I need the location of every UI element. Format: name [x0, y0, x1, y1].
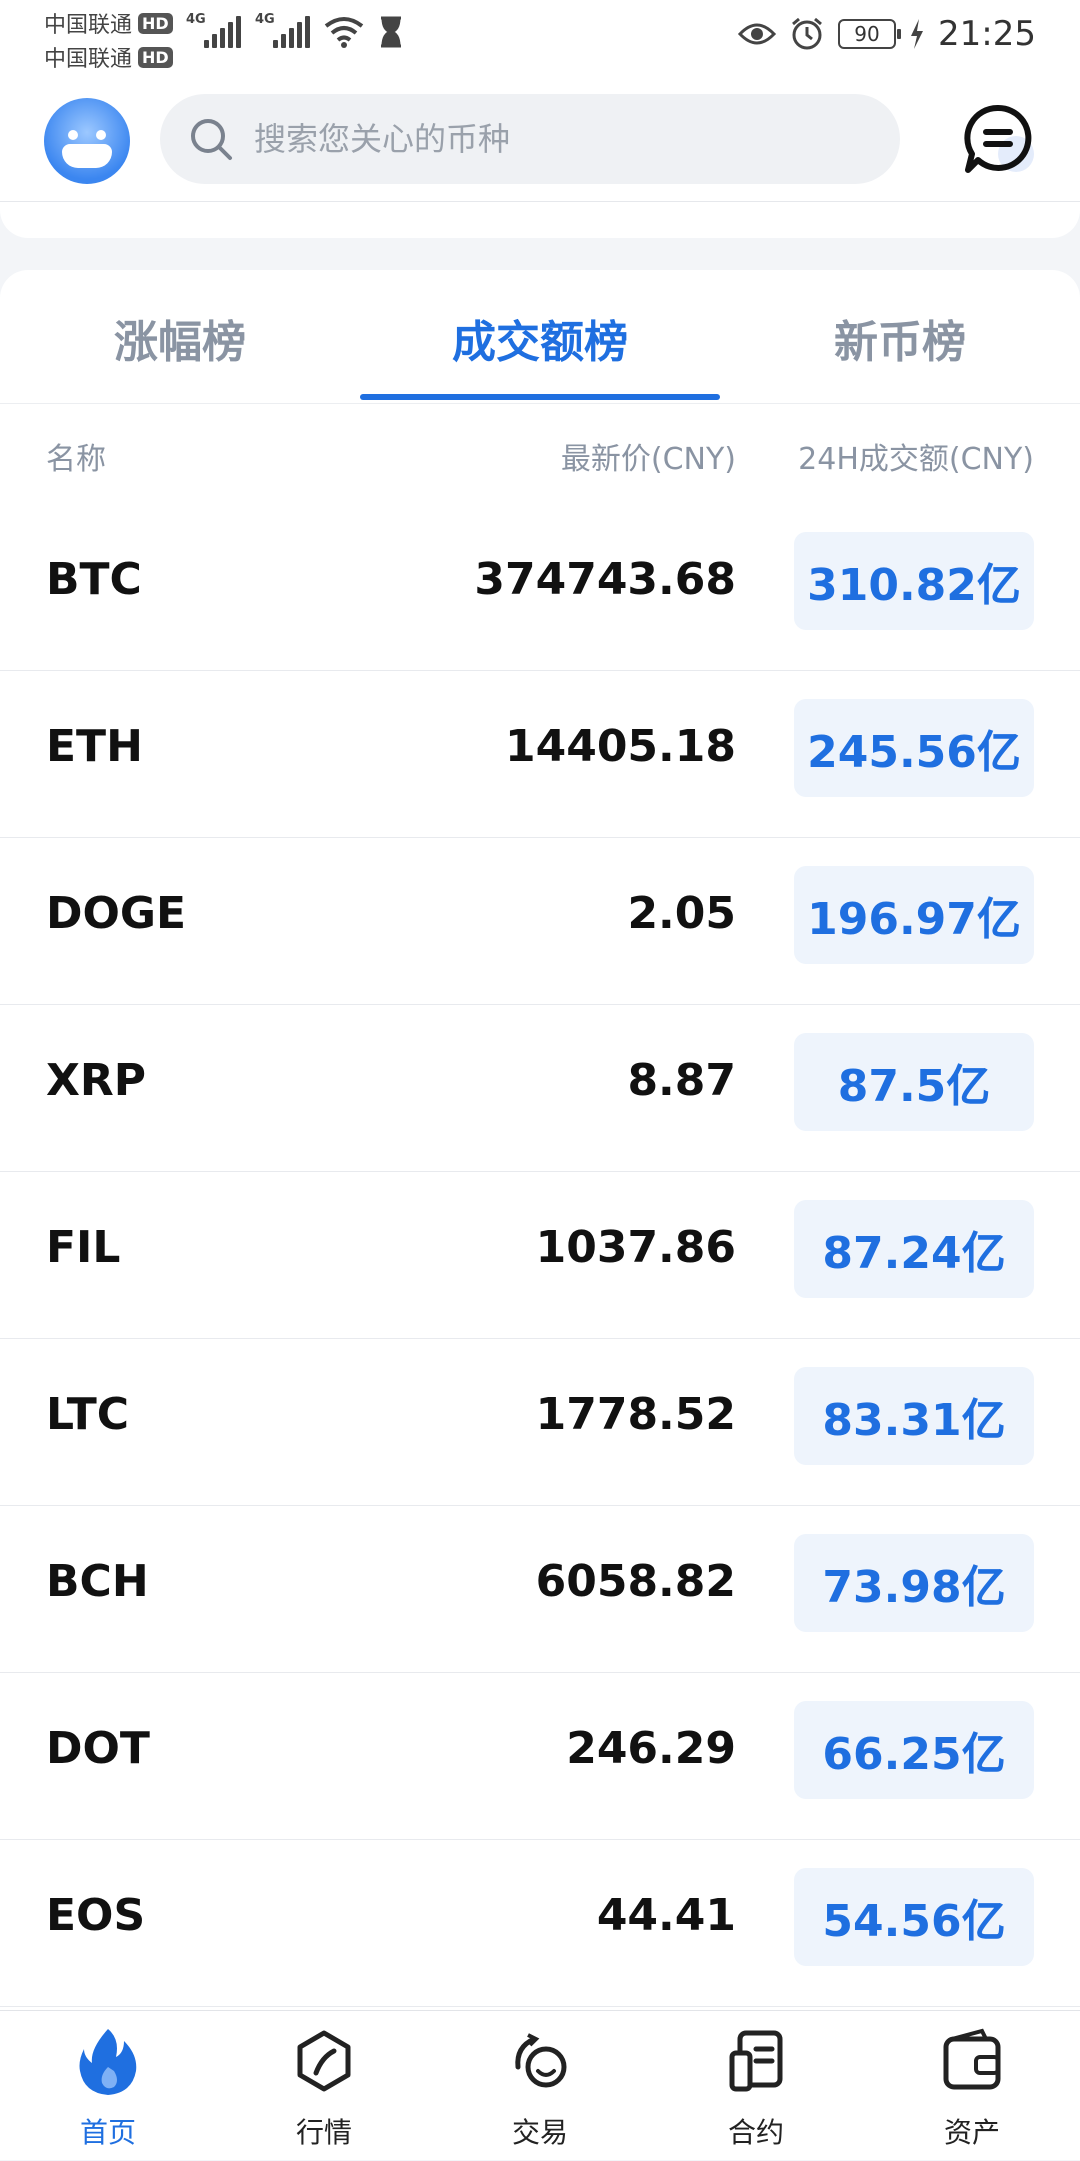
contract-icon: [729, 2030, 783, 2092]
nav-label: 资产: [943, 2116, 1000, 2149]
coin-symbol: DOT: [46, 1723, 150, 1774]
coin-price: 1037.86: [535, 1222, 736, 1273]
coin-volume: 87.24亿: [794, 1200, 1034, 1298]
coin-volume: 54.56亿: [794, 1868, 1034, 1966]
hd-badge: HD: [138, 12, 173, 34]
column-volume: 24H成交额(CNY): [798, 442, 1034, 477]
flame-icon: [79, 2029, 137, 2095]
chat-icon: [964, 104, 1034, 173]
search-input[interactable]: [252, 119, 852, 159]
hd-badge: HD: [138, 46, 173, 68]
coin-price: 2.05: [627, 888, 736, 939]
hourglass-icon: [381, 16, 401, 48]
coin-price: 14405.18: [504, 721, 736, 772]
coin-price: 1778.52: [535, 1389, 736, 1440]
search-icon: [191, 119, 232, 160]
active-tab-indicator: [360, 394, 720, 400]
coin-list: BTC 374743.68 310.82亿 ETH 14405.18 245.5…: [0, 504, 1080, 2007]
wifi-icon: [324, 17, 364, 48]
column-price: 最新价(CNY): [560, 442, 736, 477]
coin-symbol: BTC: [46, 554, 142, 605]
coin-price: 246.29: [566, 1723, 736, 1774]
table-row[interactable]: ETH 14405.18 245.56亿: [0, 671, 1080, 838]
signal-icon: 4G: [186, 12, 241, 48]
header: [0, 76, 1080, 202]
table-row[interactable]: EOS 44.41 54.56亿: [0, 1840, 1080, 2007]
column-name: 名称: [46, 442, 106, 477]
coin-symbol: FIL: [46, 1222, 121, 1273]
charging-icon: [911, 19, 924, 49]
wallet-icon: [943, 2028, 1001, 2090]
coin-volume: 66.25亿: [794, 1701, 1034, 1799]
carrier-info: 中国联通 HD 中国联通 HD: [44, 6, 173, 74]
nav-assets[interactable]: 资产: [864, 2011, 1080, 2161]
nav-label: 交易: [511, 2116, 568, 2149]
table-row[interactable]: BTC 374743.68 310.82亿: [0, 504, 1080, 671]
carrier-name: 中国联通: [44, 13, 133, 38]
nav-label: 合约: [727, 2116, 784, 2149]
tab-volume[interactable]: 成交额榜: [452, 317, 628, 368]
message-button[interactable]: [960, 100, 1040, 180]
market-icon: [297, 2030, 351, 2092]
alarm-icon: [792, 17, 822, 50]
coin-symbol: ETH: [46, 721, 143, 772]
coin-price: 44.41: [596, 1890, 736, 1941]
status-bar: 中国联通 HD 中国联通 HD 4G 4G: [0, 0, 1080, 76]
network-icons: 4G 4G: [186, 12, 404, 48]
coin-price: 8.87: [627, 1055, 736, 1106]
search-bar[interactable]: [160, 94, 900, 184]
coin-symbol: XRP: [46, 1055, 147, 1106]
battery-icon: 90: [838, 19, 902, 49]
ranking-card: 涨幅榜 成交额榜 新币榜 名称 最新价(CNY) 24H成交额(CNY) BTC…: [0, 270, 1080, 2010]
coin-symbol: BCH: [46, 1556, 149, 1607]
tab-new-coins[interactable]: 新币榜: [834, 317, 966, 368]
coin-volume: 83.31亿: [794, 1367, 1034, 1465]
clock: 21:25: [938, 14, 1036, 54]
nav-market[interactable]: 行情: [216, 2011, 432, 2161]
nav-label: 首页: [79, 2116, 136, 2149]
table-row[interactable]: BCH 6058.82 73.98亿: [0, 1506, 1080, 1673]
coin-symbol: LTC: [46, 1389, 130, 1440]
coin-symbol: DOGE: [46, 888, 187, 939]
bottom-nav: 首页 行情 交易 合约 资产: [0, 2010, 1080, 2160]
eye-icon: [738, 23, 777, 45]
avatar[interactable]: [44, 98, 130, 184]
ranking-tabs: 涨幅榜 成交额榜 新币榜: [0, 270, 1080, 404]
nav-label: 行情: [295, 2116, 352, 2149]
coin-volume: 310.82亿: [794, 532, 1034, 630]
carrier-name: 中国联通: [44, 47, 133, 72]
table-row[interactable]: XRP 8.87 87.5亿: [0, 1005, 1080, 1172]
table-row[interactable]: FIL 1037.86 87.24亿: [0, 1172, 1080, 1339]
nav-trade[interactable]: 交易: [432, 2011, 648, 2161]
table-row[interactable]: LTC 1778.52 83.31亿: [0, 1339, 1080, 1506]
table-header: 名称 最新价(CNY) 24H成交额(CNY): [0, 404, 1080, 504]
coin-price: 374743.68: [474, 554, 736, 605]
table-row[interactable]: DOGE 2.05 196.97亿: [0, 838, 1080, 1005]
status-right: 90 21:25: [738, 14, 1036, 54]
coin-volume: 87.5亿: [794, 1033, 1034, 1131]
coin-volume: 196.97亿: [794, 866, 1034, 964]
tab-gainers[interactable]: 涨幅榜: [114, 317, 246, 368]
signal-icon: 4G: [255, 12, 310, 48]
coin-volume: 73.98亿: [794, 1534, 1034, 1632]
banner-strip: [0, 202, 1080, 238]
nav-home[interactable]: 首页: [0, 2011, 216, 2161]
table-row[interactable]: DOT 246.29 66.25亿: [0, 1673, 1080, 1840]
nav-contract[interactable]: 合约: [648, 2011, 864, 2161]
coin-symbol: EOS: [46, 1890, 146, 1941]
coin-volume: 245.56亿: [794, 699, 1034, 797]
coin-price: 6058.82: [535, 1556, 736, 1607]
trade-icon: [515, 2033, 567, 2088]
